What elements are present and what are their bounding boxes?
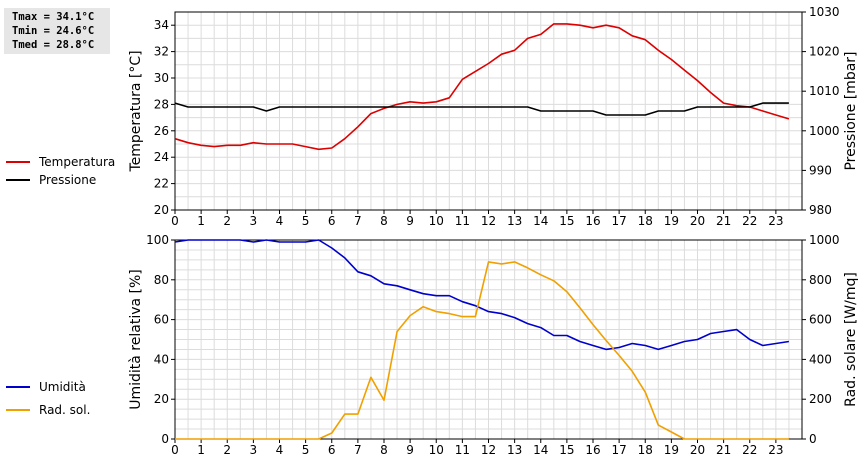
x-tick-label: 12 xyxy=(481,214,496,228)
y-right-tick-label: 400 xyxy=(809,352,832,366)
y-right-tick-label: 600 xyxy=(809,313,832,327)
y-left-tick-label: 32 xyxy=(154,45,169,59)
x-tick-label: 21 xyxy=(716,214,731,228)
x-tick-label: 6 xyxy=(328,443,336,457)
chart-bottom: 0 1 2 3 4 5 6 7 8 9 10 11 12 13 14 15 16 17 18 19 20 21 22 2302… xyxy=(6,233,859,457)
x-tick-label: 2 xyxy=(223,214,231,228)
x-tick-label: 20 xyxy=(690,443,705,457)
x-tick-label: 18 xyxy=(638,443,653,457)
x-tick-label: 19 xyxy=(664,214,679,228)
y-left-tick-label: 80 xyxy=(154,273,169,287)
legend-label: Pressione xyxy=(39,173,96,187)
x-tick-label: 9 xyxy=(406,214,414,228)
y-right-tick-label: 1010 xyxy=(809,84,840,98)
y-left-tick-label: 26 xyxy=(154,124,169,138)
x-tick-label: 5 xyxy=(302,214,310,228)
series-line-temperatura xyxy=(174,23,790,151)
x-tick-label: 23 xyxy=(768,214,783,228)
y-left-axis-title: Temperatura [°C] xyxy=(128,50,144,172)
y-left-tick-label: 40 xyxy=(154,352,169,366)
x-tick-label: 3 xyxy=(250,443,258,457)
y-left-tick-label: 20 xyxy=(154,203,169,217)
series-line-umidit- xyxy=(174,239,790,351)
y-left-tick-label: 60 xyxy=(154,313,169,327)
series-line-pressione xyxy=(174,102,789,116)
x-tick-label: 0 xyxy=(171,214,179,228)
y-right-tick-label: 800 xyxy=(809,273,832,287)
series-line-rad-sol- xyxy=(175,261,789,440)
x-tick-label: 21 xyxy=(716,443,731,457)
stats-box: Tmax = 34.1°C Tmin = 24.6°C Tmed = 28.8°… xyxy=(4,8,110,54)
y-left-axis-title: Umidità relativa [%] xyxy=(128,269,144,410)
chart-top: 0 1 2 3 4 5 6 7 8 9 10 11 12 13 14 15 16 17 18 19 20 21 22 2320… xyxy=(6,5,859,228)
y-left-tick-label: 34 xyxy=(154,18,169,32)
x-tick-label: 0 xyxy=(171,443,179,457)
y-left-tick-label: 30 xyxy=(154,71,169,85)
x-tick-label: 22 xyxy=(742,443,757,457)
x-tick-label: 16 xyxy=(585,443,600,457)
x-tick-label: 7 xyxy=(354,214,362,228)
x-tick-label: 9 xyxy=(406,443,414,457)
x-tick-label: 13 xyxy=(507,214,522,228)
x-tick-label: 7 xyxy=(354,443,362,457)
x-tick-label: 15 xyxy=(559,214,574,228)
y-right-tick-label: 200 xyxy=(809,392,832,406)
x-tick-label: 3 xyxy=(250,214,258,228)
y-left-tick-label: 100 xyxy=(146,233,169,247)
x-tick-label: 8 xyxy=(380,443,388,457)
tmin-readout: Tmin = 24.6°C xyxy=(12,25,95,37)
y-right-axis-title: Rad. solare [W/mq] xyxy=(843,272,859,407)
x-tick-label: 2 xyxy=(223,443,231,457)
x-tick-label: 11 xyxy=(455,214,470,228)
tmed-readout: Tmed = 28.8°C xyxy=(12,39,95,51)
x-tick-label: 23 xyxy=(768,443,783,457)
x-tick-label: 13 xyxy=(507,443,522,457)
x-tick-label: 17 xyxy=(611,214,626,228)
y-left-tick-label: 28 xyxy=(154,97,169,111)
x-tick-label: 4 xyxy=(276,443,284,457)
x-tick-label: 19 xyxy=(664,443,679,457)
x-tick-label: 14 xyxy=(533,214,548,228)
y-right-tick-label: 1030 xyxy=(809,5,840,19)
x-tick-label: 4 xyxy=(276,214,284,228)
x-tick-label: 10 xyxy=(429,443,444,457)
x-tick-label: 8 xyxy=(380,214,388,228)
tmax-readout: Tmax = 34.1°C xyxy=(12,11,95,23)
x-tick-label: 17 xyxy=(611,443,626,457)
x-tick-label: 16 xyxy=(585,214,600,228)
y-right-tick-label: 1000 xyxy=(809,233,840,247)
x-tick-label: 22 xyxy=(742,214,757,228)
y-right-tick-label: 1000 xyxy=(809,124,840,138)
y-left-tick-label: 20 xyxy=(154,392,169,406)
y-right-tick-label: 0 xyxy=(809,432,817,446)
y-right-axis-title: Pressione [mbar] xyxy=(843,51,859,170)
x-tick-label: 6 xyxy=(328,214,336,228)
x-tick-label: 1 xyxy=(197,214,205,228)
y-right-tick-label: 990 xyxy=(809,163,832,177)
x-tick-label: 10 xyxy=(429,214,444,228)
y-right-tick-label: 980 xyxy=(809,203,832,217)
x-tick-label: 11 xyxy=(455,443,470,457)
legend-label: Temperatura xyxy=(38,155,115,169)
y-left-tick-label: 22 xyxy=(154,177,169,191)
y-right-tick-label: 1020 xyxy=(809,45,840,59)
x-tick-label: 12 xyxy=(481,443,496,457)
x-tick-label: 18 xyxy=(638,214,653,228)
legend-label: Rad. sol. xyxy=(39,403,90,417)
x-tick-label: 15 xyxy=(559,443,574,457)
x-tick-label: 1 xyxy=(197,443,205,457)
x-tick-label: 20 xyxy=(690,214,705,228)
y-left-tick-label: 0 xyxy=(161,432,169,446)
x-tick-label: 14 xyxy=(533,443,548,457)
x-tick-label: 5 xyxy=(302,443,310,457)
y-left-tick-label: 24 xyxy=(154,150,169,164)
legend-label: Umidità xyxy=(39,380,86,394)
